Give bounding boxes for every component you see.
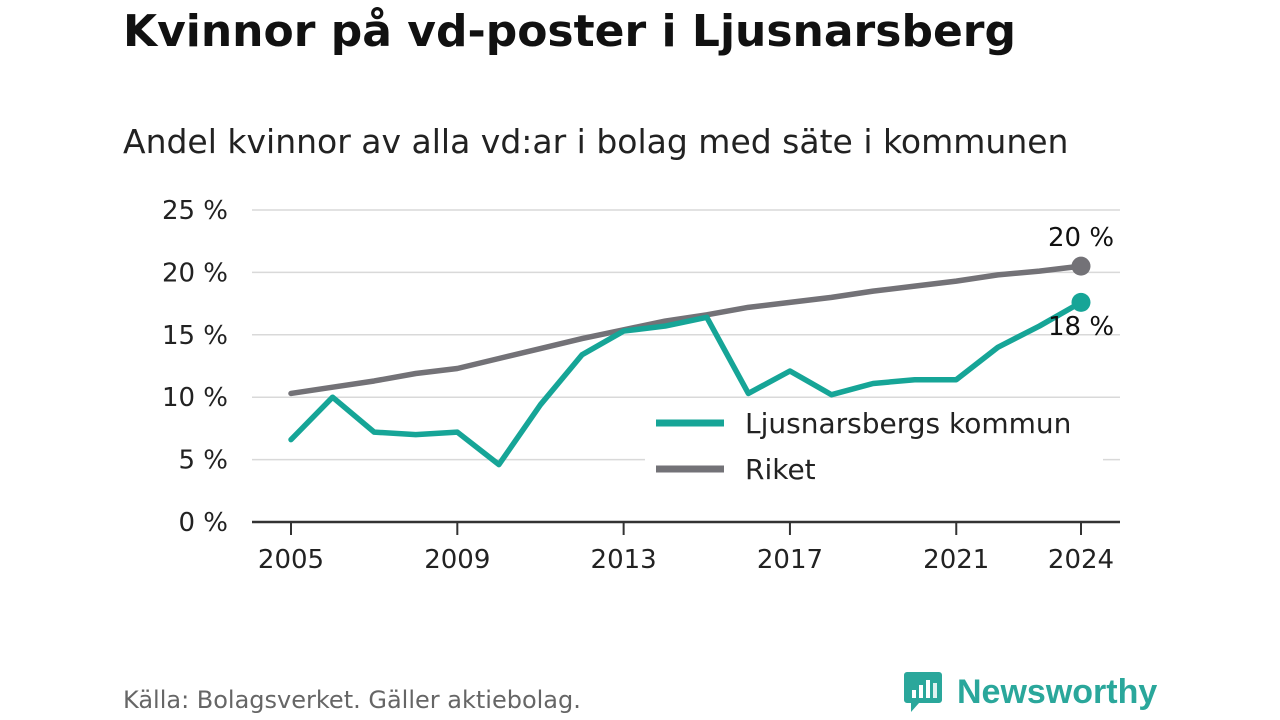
brand-logo: Newsworthy (903, 670, 1157, 714)
x-tick-label: 2024 (1048, 545, 1114, 575)
y-tick-label: 10 % (162, 383, 228, 413)
y-axis-ticks: 0 % 5 % 10 % 15 % 20 % 25 % (162, 196, 228, 538)
series-line-riket (288, 263, 1084, 397)
brand-name: Newsworthy (957, 672, 1158, 711)
chart-title: Kvinnor på vd-poster i Ljusnarsberg (123, 6, 1016, 57)
x-tick-label: 2005 (258, 545, 324, 575)
end-point-riket (1071, 256, 1091, 276)
newsworthy-logo-icon (904, 672, 942, 712)
y-tick-label: 5 % (178, 446, 228, 476)
end-point-kommun (1071, 292, 1091, 312)
series-line-kommun (288, 299, 1084, 468)
y-tick-label: 25 % (162, 196, 228, 226)
series (288, 256, 1091, 468)
chart-subtitle: Andel kvinnor av alla vd:ar i bolag med … (123, 122, 1069, 161)
x-tick-label: 2017 (757, 545, 823, 575)
legend-label-riket: Riket (745, 453, 816, 486)
y-tick-label: 0 % (178, 508, 228, 538)
source-note: Källa: Bolagsverket. Gäller aktiebolag. (123, 686, 581, 714)
y-tick-label: 15 % (162, 321, 228, 351)
end-label-riket: 20 % (1048, 223, 1114, 253)
legend: Ljusnarsbergs kommun Riket (645, 398, 1103, 492)
x-tick-label: 2021 (923, 545, 989, 575)
legend-background (645, 398, 1103, 492)
legend-label-kommun: Ljusnarsbergs kommun (745, 407, 1071, 440)
end-label-kommun: 18 % (1048, 312, 1114, 342)
x-axis-ticks: 2005 2009 2013 2017 2021 2024 (258, 522, 1114, 575)
x-tick-label: 2009 (424, 545, 490, 575)
x-tick-label: 2013 (591, 545, 657, 575)
y-tick-label: 20 % (162, 258, 228, 288)
